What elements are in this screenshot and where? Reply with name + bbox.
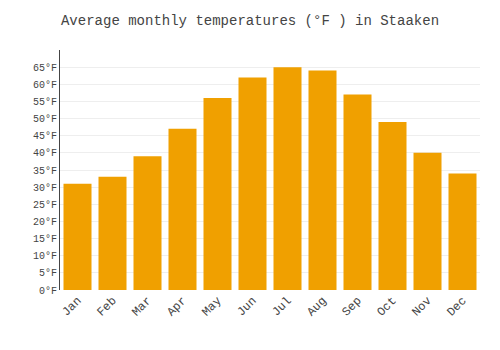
svg-text:50°F: 50°F — [33, 114, 57, 125]
svg-text:25°F: 25°F — [33, 200, 57, 211]
svg-text:15°F: 15°F — [33, 234, 57, 245]
svg-text:May: May — [199, 294, 224, 319]
svg-text:Sep: Sep — [339, 294, 364, 319]
svg-text:Mar: Mar — [129, 294, 154, 319]
svg-text:Aug: Aug — [304, 294, 329, 319]
svg-text:Oct: Oct — [374, 294, 399, 319]
svg-text:40°F: 40°F — [33, 148, 57, 159]
svg-text:Jan: Jan — [59, 294, 84, 319]
svg-text:60°F: 60°F — [33, 80, 57, 91]
svg-text:Dec: Dec — [444, 294, 469, 319]
svg-text:Average monthly temperatures (: Average monthly temperatures (°F ) in St… — [61, 13, 439, 29]
svg-text:65°F: 65°F — [33, 63, 57, 74]
svg-text:0°F: 0°F — [39, 286, 57, 297]
svg-text:55°F: 55°F — [33, 97, 57, 108]
svg-text:35°F: 35°F — [33, 166, 57, 177]
svg-text:Nov: Nov — [409, 294, 434, 319]
svg-text:30°F: 30°F — [33, 183, 57, 194]
svg-text:Feb: Feb — [94, 294, 119, 319]
svg-text:20°F: 20°F — [33, 217, 57, 228]
svg-text:5°F: 5°F — [39, 268, 57, 279]
svg-text:45°F: 45°F — [33, 131, 57, 142]
svg-text:Apr: Apr — [164, 294, 189, 319]
svg-text:10°F: 10°F — [33, 251, 57, 262]
svg-text:Jun: Jun — [234, 294, 259, 319]
svg-text:Jul: Jul — [269, 294, 294, 319]
